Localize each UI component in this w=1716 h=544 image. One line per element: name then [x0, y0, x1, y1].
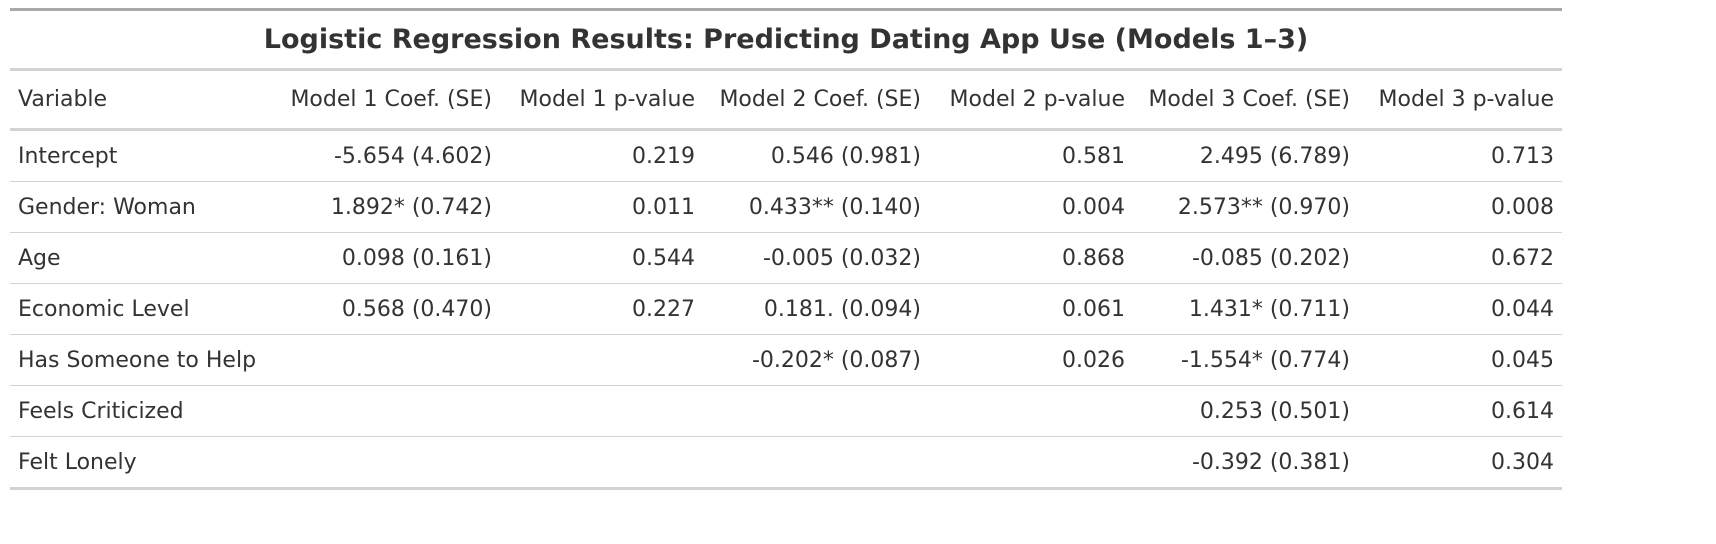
cell-model2-pvalue: 0.581: [929, 129, 1133, 182]
column-header-model2-pvalue: Model 2 p-value: [929, 71, 1133, 131]
cell-model2-coef: -0.005 (0.032): [703, 232, 929, 284]
cell-variable: Intercept: [10, 129, 268, 182]
column-header-model3-pvalue: Model 3 p-value: [1358, 71, 1562, 131]
cell-model1-coef: -5.654 (4.602): [268, 129, 500, 182]
cell-model2-coef: [703, 385, 929, 437]
cell-model1-pvalue: [500, 334, 703, 386]
cell-model2-pvalue: 0.004: [929, 181, 1133, 233]
cell-model3-pvalue: 0.614: [1358, 385, 1562, 437]
cell-variable: Gender: Woman: [10, 181, 268, 233]
cell-model1-coef: [268, 334, 500, 386]
cell-variable: Feels Criticized: [10, 385, 268, 437]
cell-model3-coef: -1.554* (0.774): [1133, 334, 1358, 386]
cell-model1-pvalue: 0.219: [500, 129, 703, 182]
column-header-model1-pvalue: Model 1 p-value: [500, 71, 703, 131]
cell-model2-coef: [703, 436, 929, 490]
regression-table-container: Logistic Regression Results: Predicting …: [10, 8, 1562, 490]
cell-model2-coef: -0.202* (0.087): [703, 334, 929, 386]
cell-model2-coef: 0.433** (0.140): [703, 181, 929, 233]
table-title: Logistic Regression Results: Predicting …: [10, 11, 1562, 71]
cell-model1-pvalue: [500, 436, 703, 490]
cell-variable: Economic Level: [10, 283, 268, 335]
cell-model2-coef: 0.181. (0.094): [703, 283, 929, 335]
cell-model3-coef: -0.392 (0.381): [1133, 436, 1358, 490]
cell-model3-pvalue: 0.008: [1358, 181, 1562, 233]
column-header-variable: Variable: [10, 71, 268, 131]
table-row: Has Someone to Help -0.202* (0.087) 0.02…: [10, 334, 1562, 386]
cell-model3-coef: 1.431* (0.711): [1133, 283, 1358, 335]
cell-model2-pvalue: [929, 385, 1133, 437]
cell-model3-coef: -0.085 (0.202): [1133, 232, 1358, 284]
column-header-model2-coef: Model 2 Coef. (SE): [703, 71, 929, 131]
table-row: Economic Level 0.568 (0.470) 0.227 0.181…: [10, 283, 1562, 335]
column-header-model1-coef: Model 1 Coef. (SE): [268, 71, 500, 131]
cell-model3-coef: 2.573** (0.970): [1133, 181, 1358, 233]
regression-table: Variable Model 1 Coef. (SE) Model 1 p-va…: [10, 71, 1562, 490]
cell-model3-coef: 2.495 (6.789): [1133, 129, 1358, 182]
table-row: Felt Lonely -0.392 (0.381) 0.304: [10, 436, 1562, 490]
cell-model1-coef: [268, 436, 500, 490]
cell-model3-pvalue: 0.304: [1358, 436, 1562, 490]
cell-model3-pvalue: 0.045: [1358, 334, 1562, 386]
header-row: Variable Model 1 Coef. (SE) Model 1 p-va…: [10, 71, 1562, 131]
cell-variable: Felt Lonely: [10, 436, 268, 490]
table-row: Gender: Woman 1.892* (0.742) 0.011 0.433…: [10, 181, 1562, 233]
cell-model3-pvalue: 0.672: [1358, 232, 1562, 284]
cell-variable: Age: [10, 232, 268, 284]
cell-model1-pvalue: 0.011: [500, 181, 703, 233]
cell-model1-pvalue: 0.544: [500, 232, 703, 284]
cell-model1-coef: 1.892* (0.742): [268, 181, 500, 233]
cell-model3-coef: 0.253 (0.501): [1133, 385, 1358, 437]
cell-model3-pvalue: 0.044: [1358, 283, 1562, 335]
cell-model2-coef: 0.546 (0.981): [703, 129, 929, 182]
cell-variable: Has Someone to Help: [10, 334, 268, 386]
cell-model2-pvalue: 0.868: [929, 232, 1133, 284]
table-body: Intercept -5.654 (4.602) 0.219 0.546 (0.…: [10, 129, 1562, 490]
table-row: Age 0.098 (0.161) 0.544 -0.005 (0.032) 0…: [10, 232, 1562, 284]
cell-model1-coef: 0.098 (0.161): [268, 232, 500, 284]
cell-model3-pvalue: 0.713: [1358, 129, 1562, 182]
column-header-model3-coef: Model 3 Coef. (SE): [1133, 71, 1358, 131]
cell-model1-pvalue: 0.227: [500, 283, 703, 335]
cell-model1-coef: 0.568 (0.470): [268, 283, 500, 335]
cell-model1-coef: [268, 385, 500, 437]
cell-model1-pvalue: [500, 385, 703, 437]
cell-model2-pvalue: 0.061: [929, 283, 1133, 335]
cell-model2-pvalue: [929, 436, 1133, 490]
top-rule: [10, 8, 1562, 11]
table-row: Feels Criticized 0.253 (0.501) 0.614: [10, 385, 1562, 437]
cell-model2-pvalue: 0.026: [929, 334, 1133, 386]
table-row: Intercept -5.654 (4.602) 0.219 0.546 (0.…: [10, 129, 1562, 182]
